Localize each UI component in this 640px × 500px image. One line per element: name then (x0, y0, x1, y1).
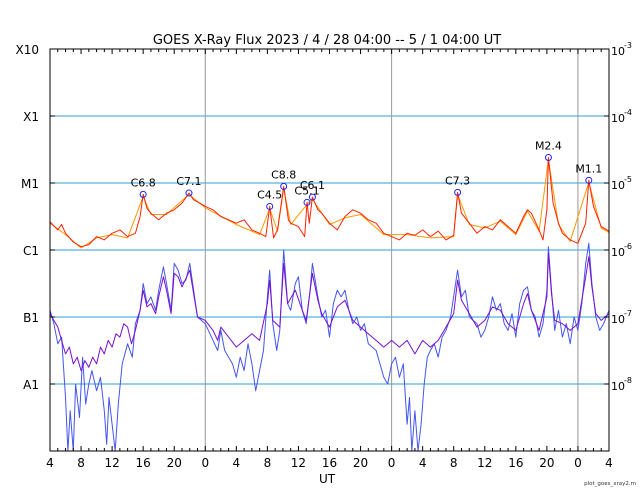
y-tick-exponent: -3 (624, 41, 632, 50)
grid-lines (50, 48, 609, 451)
right-axis-labels: 10-310-410-510-610-710-8 (604, 41, 632, 393)
y-tick-base: 10 (611, 313, 625, 326)
x-tick-label: 4 (46, 456, 54, 470)
flux-series (49, 157, 610, 452)
y-tick-base: 10 (611, 45, 625, 58)
y-tick-base: 10 (611, 179, 625, 192)
x-tick-label: 16 (136, 456, 151, 470)
x-tick-label: 20 (167, 456, 182, 470)
y-tick-exponent: -5 (624, 175, 632, 184)
flare-marker (266, 202, 274, 210)
series-line (49, 252, 610, 372)
x-tick-label: 16 (322, 456, 337, 470)
y-tick-exponent: -7 (624, 309, 632, 318)
y-tick-exponent: -4 (624, 108, 632, 117)
y-tick-base: 10 (611, 246, 625, 259)
flare-marker (585, 176, 593, 184)
y-tick-base: 10 (611, 112, 625, 125)
x-tick-label: 12 (104, 456, 119, 470)
y-tick-label-left: M1 (21, 177, 39, 191)
x-axis-ticks: 4 8 12 16 20 0 4 8 12 16 20 0 4 8 12 16 20 0 4 (46, 48, 613, 470)
flare-marker (280, 182, 288, 190)
series-line (49, 159, 610, 249)
flare-label: C6.8 (131, 176, 156, 189)
flare-label: C6.1 (300, 179, 325, 192)
y-tick-exponent: -6 (624, 242, 632, 251)
series-line (49, 242, 610, 452)
x-tick-label: 4 (419, 456, 427, 470)
x-tick-label: 20 (539, 456, 554, 470)
x-tick-label: 0 (388, 456, 396, 470)
x-tick-label: 12 (477, 456, 492, 470)
y-tick-label-right: 10 -5 (604, 175, 632, 192)
flare-label: C7.1 (176, 175, 201, 188)
x-tick-label: 8 (77, 456, 85, 470)
x-tick-label: 4 (605, 456, 613, 470)
left-axis-labels: X10 X1 M1 C1 B1 A1 (16, 43, 40, 392)
x-tick-label: 12 (291, 456, 306, 470)
y-tick-label-left: A1 (23, 378, 39, 392)
x-tick-label: 20 (353, 456, 368, 470)
flare-marker (544, 154, 552, 162)
y-tick-label-right: 10 -4 (604, 108, 632, 125)
x-tick-label: 8 (450, 456, 458, 470)
flare-marker (454, 188, 462, 196)
x-tick-label: 8 (264, 456, 272, 470)
y-tick-label-left: B1 (23, 311, 39, 325)
flare-label: C7.3 (445, 174, 470, 187)
flare-markers: C6.8 C7.1C4.5C8.8C5.1C6.1 C7.3M2.4M1.1 (131, 140, 602, 210)
x-tick-label: 16 (508, 456, 523, 470)
chart-title: GOES X-Ray Flux 2023 / 4 / 28 04:00 -- 5… (153, 33, 501, 48)
flare-label: C4.5 (257, 188, 282, 201)
y-tick-base: 10 (611, 380, 625, 393)
y-tick-label-left: C1 (23, 244, 39, 258)
y-tick-label-left: X1 (23, 110, 39, 124)
flare-label: M1.1 (575, 162, 602, 175)
flare-label: M2.4 (535, 140, 562, 153)
x-tick-label: 4 (233, 456, 241, 470)
y-tick-label-right: 10 -3 (604, 41, 632, 58)
y-tick-label-left: X10 (16, 43, 40, 57)
y-tick-label-right: 10 -6 (604, 242, 632, 259)
x-axis-title: UT (319, 472, 336, 486)
x-tick-label: 0 (201, 456, 209, 470)
flare-marker (303, 198, 311, 206)
series-line (49, 157, 610, 248)
plot-credit: plot_goes_xray2.m (584, 481, 636, 487)
flare-marker (308, 193, 316, 201)
y-tick-label-right: 10 -8 (604, 376, 632, 393)
flare-label: C8.8 (271, 168, 296, 181)
y-tick-exponent: -8 (624, 376, 632, 385)
x-tick-label: 0 (574, 456, 582, 470)
flare-marker (139, 190, 147, 198)
y-tick-label-right: 10 -7 (604, 309, 632, 326)
flare-marker (185, 189, 193, 197)
